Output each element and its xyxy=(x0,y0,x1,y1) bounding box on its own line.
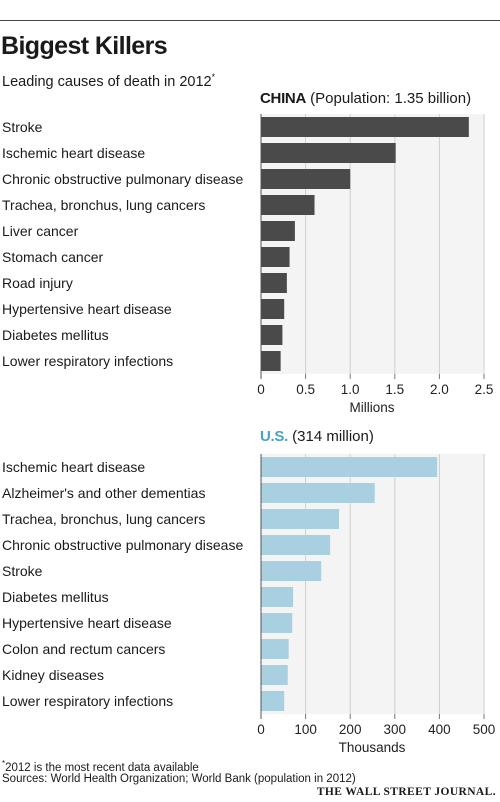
china-category-label: Lower respiratory infections xyxy=(2,353,173,369)
us-category-label: Lower respiratory infections xyxy=(2,693,173,709)
subtitle-text: Leading causes of death in 2012 xyxy=(2,73,212,90)
top-rule xyxy=(0,20,500,21)
us-bar-stroke xyxy=(261,561,322,581)
chart-title: Biggest Killers xyxy=(1,32,168,60)
china-country-label: CHINA xyxy=(260,90,306,107)
china-category-label: Diabetes mellitus xyxy=(2,327,109,343)
china-bar-stroke xyxy=(261,117,469,137)
subtitle-marker: * xyxy=(211,72,216,82)
us-category-label: Kidney diseases xyxy=(2,667,104,683)
china-category-label: Stroke xyxy=(2,119,43,135)
us-tick-label: 100 xyxy=(294,722,317,737)
us-tick-label: 400 xyxy=(428,722,451,737)
china-category-label: Chronic obstructive pulmonary disease xyxy=(2,171,243,187)
china-population-note: (Population: 1.35 billion) xyxy=(310,90,472,107)
us-category-label: Hypertensive heart disease xyxy=(2,615,172,631)
publisher-logo: THE WALL STREET JOURNAL. xyxy=(316,786,496,798)
us-bar-chart: 0 100 200 300 400 500 Ischemic heart disease Al… xyxy=(2,454,496,755)
china-bar-chronic-obstructive-pulmonary-disease xyxy=(261,169,351,189)
china-axis-label: Millions xyxy=(349,400,394,415)
china-tick-label: 0 xyxy=(257,382,265,397)
china-tick-label: 2.5 xyxy=(475,382,494,397)
us-category-label: Ischemic heart disease xyxy=(2,459,145,475)
china-tick-label: 1.0 xyxy=(341,382,360,397)
footnote-text: 2012 is the most recent data available xyxy=(5,761,199,774)
china-category-label: Trachea, bronchus, lung cancers xyxy=(2,197,205,213)
us-tick-label: 500 xyxy=(473,722,496,737)
china-bar-road-injury xyxy=(261,273,287,293)
china-category-label: Liver cancer xyxy=(2,223,79,239)
us-axis-label: Thousands xyxy=(339,740,406,755)
us-bar-chronic-obstructive-pulmonary-disease xyxy=(261,535,331,555)
us-category-label: Chronic obstructive pulmonary disease xyxy=(2,537,243,553)
china-bar-hypertensive-heart-disease xyxy=(261,299,285,319)
china-tick-label: 0.5 xyxy=(296,382,315,397)
china-bar-liver-cancer xyxy=(261,221,295,241)
us-panel-title: U.S. (314 million) xyxy=(260,428,374,446)
us-category-label: Colon and rectum cancers xyxy=(2,641,165,657)
us-category-label: Alzheimer's and other dementias xyxy=(2,485,205,501)
us-bar-trachea-bronchus-lung-cancers xyxy=(261,509,340,529)
china-tick-label: 1.5 xyxy=(385,382,404,397)
us-bar-lower-respiratory-infections xyxy=(261,691,285,711)
us-population-note: (314 million) xyxy=(292,428,374,445)
us-bar-diabetes-mellitus xyxy=(261,587,294,607)
china-bar-lower-respiratory-infections xyxy=(261,351,281,371)
china-bar-stomach-cancer xyxy=(261,247,290,267)
china-bar-ischemic-heart-disease xyxy=(261,143,396,163)
footnote-marker: * xyxy=(2,759,6,768)
china-panel-title: CHINA (Population: 1.35 billion) xyxy=(260,90,471,108)
china-category-label: Ischemic heart disease xyxy=(2,145,145,161)
china-bar-chart: 0 0.5 1.0 1.5 2.0 2.5 Stroke Ischemic heart dis… xyxy=(2,114,494,415)
china-category-label: Road injury xyxy=(2,275,73,291)
us-bar-kidney-diseases xyxy=(261,665,288,685)
us-country-label: U.S. xyxy=(260,428,288,445)
us-category-label: Diabetes mellitus xyxy=(2,589,109,605)
china-category-label: Stomach cancer xyxy=(2,249,103,265)
china-category-label: Hypertensive heart disease xyxy=(2,301,172,317)
us-category-label: Stroke xyxy=(2,563,43,579)
us-tick-label: 300 xyxy=(384,722,407,737)
china-bar-trachea-bronchus-lung-cancers xyxy=(261,195,315,215)
us-tick-label: 0 xyxy=(257,722,265,737)
chart-subtitle: Leading causes of death in 2012* xyxy=(2,68,215,91)
china-tick-label: 2.0 xyxy=(430,382,449,397)
us-tick-label: 200 xyxy=(339,722,362,737)
sources-note: Sources: World Health Organization; Worl… xyxy=(2,773,356,785)
china-bar-diabetes-mellitus xyxy=(261,325,283,345)
footnote: *2012 is the most recent data available xyxy=(2,757,199,775)
us-category-label: Trachea, bronchus, lung cancers xyxy=(2,511,205,527)
us-bar-ischemic-heart-disease xyxy=(261,457,438,477)
us-bar-alzheimer-s-and-other-dementias xyxy=(261,483,375,503)
us-bar-colon-and-rectum-cancers xyxy=(261,639,289,659)
us-bar-hypertensive-heart-disease xyxy=(261,613,293,633)
